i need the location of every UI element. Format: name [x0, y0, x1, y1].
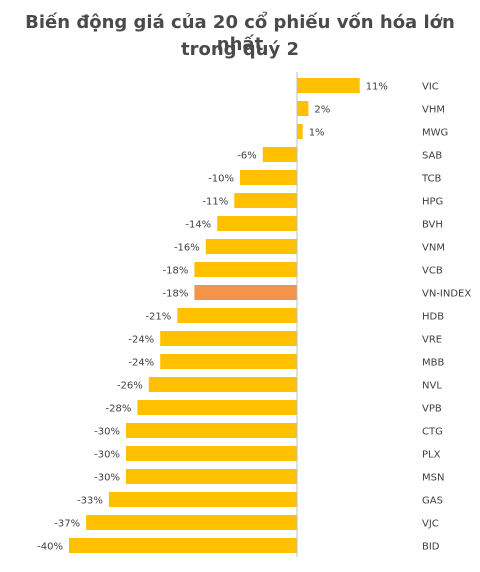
bar-vre — [160, 331, 297, 346]
bar-vhm — [297, 101, 309, 116]
chart-title-line-2: trong quý 2 — [180, 39, 300, 60]
category-label-vnm: VNM — [422, 243, 445, 254]
category-label-hpg: HPG — [422, 197, 443, 208]
bar-nvl — [148, 377, 297, 392]
bar-tcb — [240, 170, 297, 185]
bar-hpg — [234, 193, 297, 208]
value-label-bvh: -14% — [185, 220, 211, 231]
value-label-bid: -40% — [37, 542, 63, 553]
bar-vic — [297, 78, 360, 93]
value-label-hdb: -21% — [145, 312, 171, 323]
category-label-vhm: VHM — [422, 105, 445, 116]
bar-vpb — [137, 400, 297, 415]
category-label-ctg: CTG — [422, 427, 443, 438]
bar-sab — [262, 147, 297, 162]
value-label-vcb: -18% — [163, 266, 189, 277]
bar-bid — [69, 538, 297, 553]
category-label-vjc: VJC — [422, 519, 439, 530]
value-label-vjc: -37% — [54, 519, 80, 530]
chart-title-line-1: Biến động giá của 20 cổ phiếu vốn hóa lớ… — [25, 12, 455, 55]
bar-vn-index — [194, 285, 297, 300]
bar-mbb — [160, 354, 297, 369]
category-label-tcb: TCB — [421, 174, 442, 185]
value-label-vnm: -16% — [174, 243, 200, 254]
category-label-mbb: MBB — [422, 358, 444, 369]
category-label-vic: VIC — [422, 82, 439, 93]
category-label-msn: MSN — [422, 473, 444, 484]
value-label-mbb: -24% — [128, 358, 154, 369]
value-label-vhm: 2% — [314, 105, 330, 116]
bar-vjc — [86, 515, 297, 530]
category-label-mwg: MWG — [422, 128, 448, 139]
bar-mwg — [297, 124, 303, 139]
category-label-bvh: BVH — [422, 220, 443, 231]
bar-gas — [108, 492, 298, 507]
value-label-gas: -33% — [77, 496, 103, 507]
category-label-vcb: VCB — [422, 266, 443, 277]
category-label-vpb: VPB — [422, 404, 442, 415]
bar-vnm — [205, 239, 297, 254]
bar-ctg — [126, 423, 297, 438]
category-label-gas: GAS — [422, 496, 443, 507]
category-label-bid: BID — [422, 542, 440, 553]
category-label-sab: SAB — [422, 151, 442, 162]
category-label-hdb: HDB — [422, 312, 444, 323]
value-label-tcb: -10% — [208, 174, 234, 185]
value-label-vpb: -28% — [106, 404, 132, 415]
value-label-ctg: -30% — [94, 427, 120, 438]
value-label-vn-index: -18% — [163, 289, 189, 300]
category-label-vn-index: VN-INDEX — [422, 289, 471, 300]
category-label-vre: VRE — [422, 335, 442, 346]
value-label-vre: -24% — [128, 335, 154, 346]
value-label-plx: -30% — [94, 450, 120, 461]
value-label-msn: -30% — [94, 473, 120, 484]
bar-vcb — [194, 262, 297, 277]
value-label-sab: -6% — [237, 151, 256, 162]
bar-msn — [126, 469, 297, 484]
bar-bvh — [217, 216, 297, 231]
value-label-hpg: -11% — [202, 197, 228, 208]
bar-plx — [126, 446, 297, 461]
value-label-mwg: 1% — [309, 128, 325, 139]
bar-hdb — [177, 308, 297, 323]
category-label-plx: PLX — [422, 450, 441, 461]
category-label-nvl: NVL — [422, 381, 442, 392]
value-label-vic: 11% — [366, 82, 388, 93]
value-label-nvl: -26% — [117, 381, 143, 392]
